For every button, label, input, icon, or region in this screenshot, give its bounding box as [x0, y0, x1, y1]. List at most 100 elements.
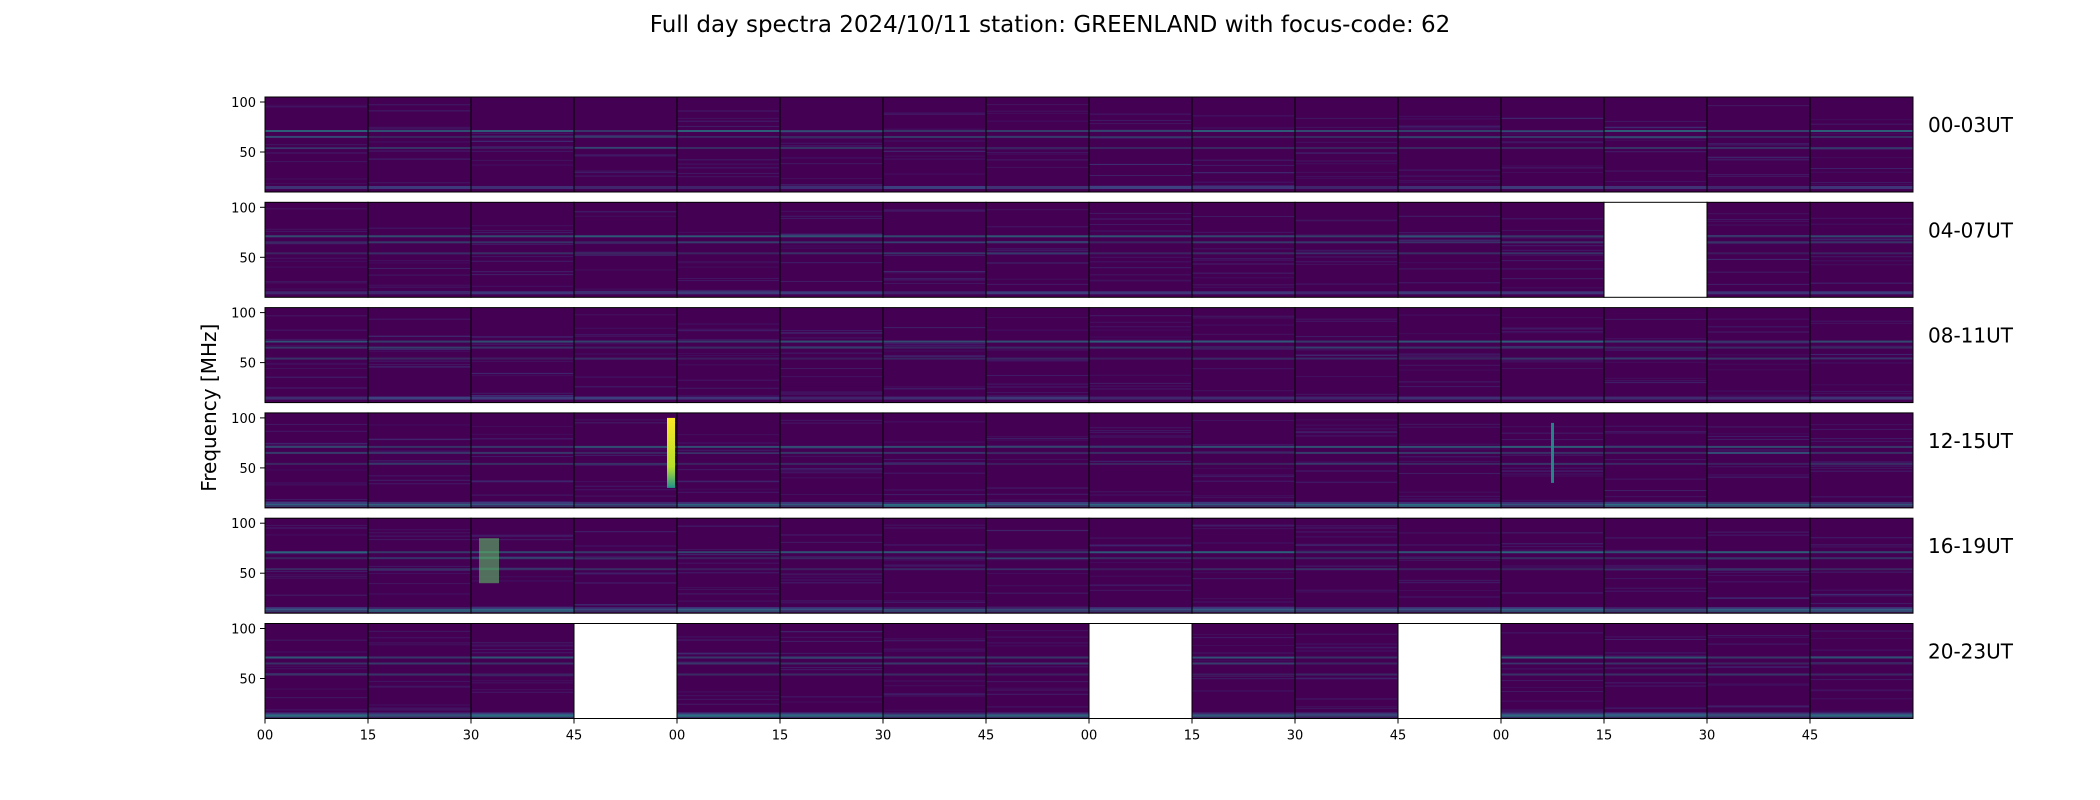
- noise-line: [368, 335, 471, 337]
- rfi-band: [1089, 147, 1192, 149]
- noise-line: [677, 695, 780, 697]
- noise-line: [368, 680, 471, 682]
- noise-line: [1192, 633, 1295, 635]
- noise-line: [677, 480, 780, 482]
- rfi-band: [265, 130, 368, 132]
- low-band: [1707, 186, 1810, 189]
- noise-line: [883, 500, 986, 502]
- rfi-band: [986, 656, 1089, 659]
- spectrum-panel: [574, 307, 677, 403]
- noise-line: [780, 541, 883, 543]
- low-band: [1810, 396, 1913, 400]
- noise-line: [1604, 318, 1707, 320]
- noise-line: [471, 135, 574, 137]
- row-label: 00-03UT: [1928, 113, 2014, 137]
- noise-line: [1810, 593, 1913, 595]
- noise-line: [1398, 498, 1501, 500]
- noise-line: [1192, 358, 1295, 360]
- noise-line: [1501, 680, 1604, 682]
- noise-line: [1089, 137, 1192, 139]
- y-axis-label: Frequency [MHz]: [197, 324, 221, 492]
- noise-line: [1501, 668, 1604, 670]
- noise-line: [1089, 460, 1192, 462]
- noise-line: [883, 279, 986, 281]
- spectra-row: 50 100 00-03UT: [231, 96, 2014, 193]
- noise-line: [1295, 318, 1398, 320]
- rfi-band: [1810, 451, 1913, 454]
- noise-line: [368, 350, 471, 352]
- noise-line: [574, 335, 677, 337]
- noise-line: [1192, 333, 1295, 335]
- noise-line: [368, 461, 471, 463]
- low-band: [677, 607, 780, 611]
- spectrum-panel: [677, 623, 780, 719]
- noise-line: [1192, 284, 1295, 286]
- noise-line: [1295, 543, 1398, 545]
- spectrum-panel: [1398, 518, 1501, 614]
- rfi-band: [1604, 673, 1707, 676]
- noise-line: [780, 157, 883, 159]
- x-tick-label: 45: [978, 729, 995, 744]
- noise-line: [1501, 142, 1604, 144]
- noise-line: [1501, 592, 1604, 594]
- rfi-band: [1810, 136, 1913, 138]
- rfi-band: [1295, 241, 1398, 244]
- noise-line: [1192, 572, 1295, 574]
- low-band: [1295, 609, 1398, 613]
- noise-line: [986, 383, 1089, 385]
- noise-line: [677, 491, 780, 493]
- noise-line: [368, 565, 471, 567]
- noise-line: [1398, 128, 1501, 130]
- rfi-band: [1707, 557, 1810, 560]
- noise-line: [1501, 543, 1604, 545]
- noise-line: [1604, 577, 1707, 579]
- low-band: [1810, 291, 1913, 295]
- noise-line: [1810, 260, 1913, 262]
- rfi-band: [1707, 462, 1810, 465]
- rfi-band: [986, 357, 1089, 360]
- low-band: [1810, 714, 1913, 718]
- low-band: [1192, 186, 1295, 189]
- low-band: [1398, 186, 1501, 189]
- rfi-band: [986, 130, 1089, 132]
- noise-line: [1295, 525, 1398, 527]
- noise-line: [677, 395, 780, 397]
- rfi-band: [677, 235, 780, 238]
- noise-line: [1501, 565, 1604, 567]
- spectrum-panel: [574, 202, 677, 298]
- rfi-band: [883, 673, 986, 676]
- noise-line: [574, 290, 677, 292]
- noise-line: [1089, 261, 1192, 263]
- noise-line: [368, 529, 471, 531]
- noise-line: [265, 577, 368, 579]
- noise-line: [986, 630, 1089, 632]
- noise-line: [780, 696, 883, 698]
- noise-line: [986, 329, 1089, 331]
- noise-line: [1810, 544, 1913, 546]
- noise-line: [883, 565, 986, 567]
- low-band: [1295, 291, 1398, 295]
- noise-line: [677, 172, 780, 174]
- noise-line: [265, 639, 368, 641]
- missing-panel: [1089, 623, 1192, 719]
- noise-line: [471, 256, 574, 258]
- rfi-band: [368, 340, 471, 343]
- spectrum-panel: [574, 97, 677, 192]
- noise-line: [883, 640, 986, 642]
- noise-line: [368, 583, 471, 585]
- noise-line: [265, 709, 368, 711]
- noise-line: [1707, 426, 1810, 428]
- noise-line: [1398, 356, 1501, 358]
- rfi-band: [986, 252, 1089, 255]
- noise-line: [1707, 331, 1810, 333]
- noise-line: [265, 230, 368, 232]
- noise-line: [471, 535, 574, 537]
- rfi-band: [780, 147, 883, 149]
- noise-line: [677, 703, 780, 705]
- noise-line: [1295, 256, 1398, 258]
- noise-line: [368, 557, 471, 559]
- noise-line: [471, 343, 574, 345]
- noise-line: [883, 648, 986, 650]
- spectrum-panel: [1707, 202, 1810, 298]
- y-tick-label: 100: [231, 201, 256, 216]
